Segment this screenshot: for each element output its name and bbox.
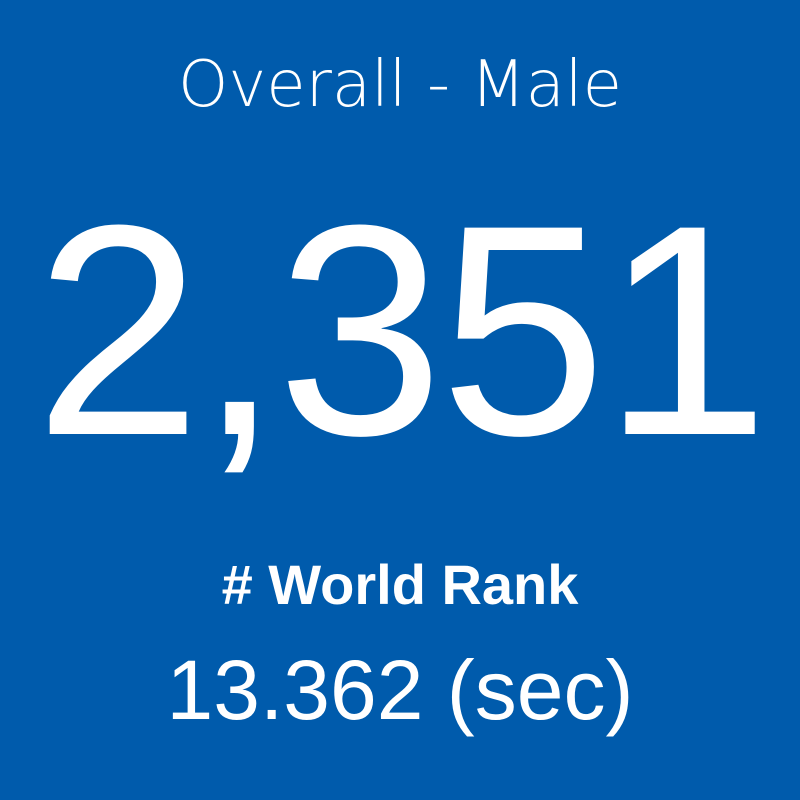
tile-title: Overall - Male — [177, 48, 623, 122]
rank-label: # World Rank — [221, 553, 579, 616]
time-value: 13.362 (sec) — [166, 643, 634, 737]
rank-value: 2,351 — [34, 162, 770, 498]
